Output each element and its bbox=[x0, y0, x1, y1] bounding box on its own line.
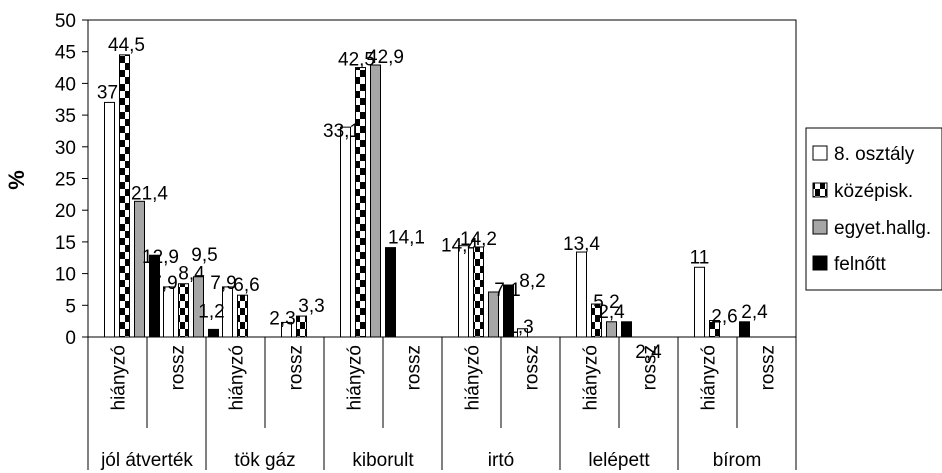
bar-secondary-school bbox=[296, 315, 307, 338]
bar-eighth-grade bbox=[281, 321, 292, 338]
subcategory-label: hiányzó bbox=[109, 345, 130, 411]
subcategory-label: hiányzó bbox=[581, 345, 602, 411]
data-label: 14,2 bbox=[460, 229, 497, 250]
data-label: 5,2 bbox=[593, 292, 619, 313]
subcategory-label: hiányzó bbox=[463, 345, 484, 411]
subcategory-label: rossz bbox=[404, 345, 425, 390]
bar-eighth-grade bbox=[163, 286, 174, 338]
bar-secondary-school bbox=[355, 67, 366, 338]
data-label: 2,3 bbox=[269, 308, 295, 329]
legend-label-eighth-grade: 8. osztály bbox=[834, 144, 915, 165]
bar-secondary-school bbox=[237, 294, 248, 338]
y-tick-label: 10 bbox=[55, 265, 76, 286]
bar-university bbox=[193, 276, 204, 338]
y-tick-label: 25 bbox=[55, 170, 76, 191]
legend-label-university: egyet.hallg. bbox=[834, 218, 931, 239]
data-label: 42,5 bbox=[338, 50, 375, 71]
data-label: 42,9 bbox=[367, 47, 404, 68]
data-label: 8,2 bbox=[519, 271, 545, 292]
subcategory-label: hiányzó bbox=[699, 345, 720, 411]
data-label: 13,4 bbox=[563, 234, 600, 255]
data-label: 2,4 bbox=[741, 302, 768, 323]
y-axis-label: % bbox=[4, 170, 29, 190]
y-tick-label: 35 bbox=[55, 106, 76, 127]
legend-swatch-secondary-school bbox=[812, 182, 828, 198]
legend-label-adult: felnőtt bbox=[834, 254, 886, 275]
bar-eighth-grade bbox=[694, 266, 705, 338]
bar-eighth-grade bbox=[576, 251, 587, 338]
group-label: irtó bbox=[488, 450, 514, 471]
y-tick-label: 20 bbox=[55, 201, 76, 222]
data-label: 33,1 bbox=[323, 121, 360, 142]
legend-label-secondary-school: középisk. bbox=[834, 181, 913, 202]
data-label: 37 bbox=[97, 82, 118, 103]
bar-university bbox=[606, 321, 617, 338]
bar-adult bbox=[208, 328, 219, 338]
bar-university bbox=[488, 291, 499, 338]
y-tick-label: 0 bbox=[65, 328, 76, 349]
group-label: kiborult bbox=[352, 450, 414, 471]
bar-adult bbox=[503, 284, 514, 338]
legend-swatch-eighth-grade bbox=[812, 145, 828, 161]
bar-secondary-school bbox=[119, 54, 130, 338]
data-label: 11 bbox=[690, 247, 710, 268]
bar-eighth-grade bbox=[517, 328, 528, 338]
subcategory-label: rossz bbox=[168, 345, 189, 390]
data-label: 14,4 bbox=[441, 236, 478, 257]
data-label: 14,1 bbox=[388, 228, 425, 249]
bar-adult bbox=[621, 321, 632, 338]
bar-adult bbox=[149, 254, 160, 338]
data-label: 2,4 bbox=[635, 342, 662, 363]
bar-eighth-grade bbox=[340, 126, 351, 338]
bar-eighth-grade bbox=[458, 245, 469, 338]
y-tick-label: 40 bbox=[55, 74, 76, 95]
subcategory-label: rossz bbox=[522, 345, 543, 390]
group-label: lelépett bbox=[588, 450, 650, 471]
y-tick-label: 45 bbox=[55, 43, 76, 64]
legend-swatch-university bbox=[812, 219, 828, 235]
y-tick-label: 30 bbox=[55, 138, 76, 159]
data-label: 9,5 bbox=[191, 245, 217, 266]
subcategory-label: rossz bbox=[758, 345, 779, 390]
legend-box bbox=[805, 127, 942, 291]
data-label: 2,4 bbox=[598, 302, 625, 323]
y-tick-label: 15 bbox=[55, 233, 76, 254]
group-label: bírom bbox=[713, 450, 762, 471]
bar-eighth-grade bbox=[222, 286, 233, 338]
y-tick-label: 5 bbox=[65, 296, 76, 317]
subcategory-label: hiányzó bbox=[345, 345, 366, 411]
data-label: 44,5 bbox=[108, 35, 145, 56]
bar-university bbox=[134, 200, 145, 338]
legend-swatch-adult bbox=[812, 255, 828, 271]
bar-university bbox=[370, 64, 381, 338]
bar-adult bbox=[385, 247, 396, 338]
subcategory-label: rossz bbox=[286, 345, 307, 390]
bar-adult bbox=[739, 321, 750, 338]
bar-secondary-school bbox=[709, 320, 720, 338]
data-label: 1,2 bbox=[198, 301, 224, 322]
bar-secondary-school bbox=[178, 283, 189, 338]
bar-eighth-grade bbox=[104, 101, 115, 338]
data-label: 7,9 bbox=[210, 273, 236, 294]
subcategory-label: rossz bbox=[640, 345, 661, 390]
legend: 8. osztály középisk. egyet.hallg. felnőtt bbox=[805, 127, 942, 291]
data-label: 21,4 bbox=[131, 183, 168, 204]
subcategory-label: hiányzó bbox=[227, 345, 248, 411]
data-label: 2,6 bbox=[711, 307, 737, 328]
group-label: tök gáz bbox=[234, 450, 295, 471]
group-label: jól átverték bbox=[100, 450, 193, 471]
data-label: 12,9 bbox=[142, 247, 179, 268]
data-label: 6,6 bbox=[233, 275, 259, 296]
bar-secondary-school bbox=[473, 246, 484, 338]
data-label: 3,3 bbox=[298, 296, 324, 317]
bar-secondary-school bbox=[591, 303, 602, 338]
y-tick-label: 50 bbox=[55, 11, 76, 32]
